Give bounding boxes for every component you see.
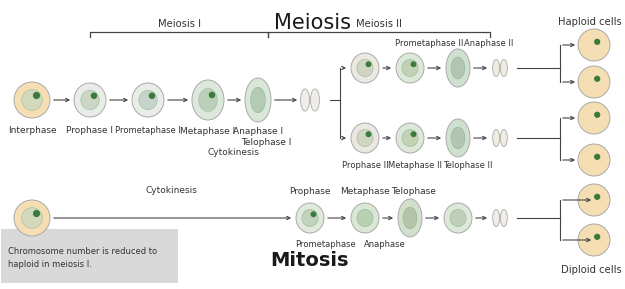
- Text: Prophase I: Prophase I: [66, 126, 114, 135]
- Ellipse shape: [351, 53, 379, 83]
- Text: Meiosis I: Meiosis I: [158, 19, 201, 29]
- Circle shape: [366, 62, 371, 66]
- Ellipse shape: [446, 119, 470, 157]
- Text: Telophase II: Telophase II: [443, 161, 493, 170]
- Ellipse shape: [192, 80, 224, 120]
- Text: Anaphase II: Anaphase II: [464, 39, 514, 48]
- Text: Haploid cells: Haploid cells: [558, 17, 622, 27]
- Ellipse shape: [578, 224, 610, 256]
- Ellipse shape: [357, 209, 373, 227]
- Ellipse shape: [446, 49, 470, 87]
- Text: Diploid cells: Diploid cells: [561, 265, 622, 275]
- Circle shape: [149, 93, 154, 98]
- Text: Anaphase: Anaphase: [364, 240, 406, 249]
- Text: Telophase: Telophase: [391, 187, 436, 196]
- Text: Meiosis: Meiosis: [274, 13, 351, 33]
- Ellipse shape: [578, 29, 610, 61]
- Ellipse shape: [398, 199, 422, 237]
- Ellipse shape: [396, 53, 424, 83]
- Ellipse shape: [501, 60, 508, 77]
- Ellipse shape: [357, 129, 373, 147]
- Ellipse shape: [578, 66, 610, 98]
- Ellipse shape: [578, 184, 610, 216]
- Ellipse shape: [351, 123, 379, 153]
- Text: Prometaphase I: Prometaphase I: [115, 126, 181, 135]
- Ellipse shape: [22, 90, 42, 110]
- Ellipse shape: [296, 203, 324, 233]
- Text: Prophase II: Prophase II: [342, 161, 388, 170]
- Ellipse shape: [357, 59, 373, 77]
- Ellipse shape: [81, 90, 99, 110]
- Ellipse shape: [444, 203, 472, 233]
- Text: Prometaphase II: Prometaphase II: [395, 39, 463, 48]
- Ellipse shape: [74, 83, 106, 117]
- Ellipse shape: [451, 57, 465, 79]
- Text: Prophase: Prophase: [289, 187, 331, 196]
- Text: Chromosome number is reduced to
haploid in meiosis I.: Chromosome number is reduced to haploid …: [8, 247, 157, 269]
- Circle shape: [311, 212, 316, 216]
- Text: Anaphase I: Anaphase I: [233, 127, 283, 136]
- Text: Telophase I: Telophase I: [241, 138, 291, 147]
- Ellipse shape: [14, 200, 50, 236]
- Ellipse shape: [492, 60, 499, 77]
- Ellipse shape: [451, 127, 465, 149]
- Ellipse shape: [351, 203, 379, 233]
- Text: Metaphase II: Metaphase II: [388, 161, 442, 170]
- Text: Cytokinesis: Cytokinesis: [145, 186, 197, 195]
- Ellipse shape: [492, 129, 499, 147]
- Circle shape: [595, 234, 599, 239]
- Circle shape: [411, 62, 416, 66]
- Circle shape: [595, 194, 599, 199]
- Ellipse shape: [301, 89, 309, 111]
- Ellipse shape: [501, 129, 508, 147]
- Ellipse shape: [402, 59, 418, 77]
- Ellipse shape: [245, 78, 271, 122]
- Circle shape: [91, 93, 96, 98]
- Circle shape: [411, 132, 416, 136]
- Circle shape: [34, 92, 39, 98]
- Circle shape: [595, 112, 599, 117]
- Text: Prometaphase: Prometaphase: [294, 240, 356, 249]
- Ellipse shape: [402, 129, 418, 147]
- Ellipse shape: [578, 144, 610, 176]
- Circle shape: [34, 211, 39, 216]
- Ellipse shape: [578, 102, 610, 134]
- Ellipse shape: [311, 89, 319, 111]
- Circle shape: [366, 132, 371, 136]
- FancyBboxPatch shape: [1, 229, 178, 283]
- Text: Metaphase I: Metaphase I: [181, 127, 236, 136]
- Ellipse shape: [403, 207, 417, 229]
- Ellipse shape: [396, 123, 424, 153]
- Ellipse shape: [199, 88, 217, 112]
- Ellipse shape: [251, 87, 266, 113]
- Text: Meiosis II: Meiosis II: [356, 19, 402, 29]
- Circle shape: [209, 92, 214, 98]
- Ellipse shape: [450, 209, 466, 227]
- Text: Cytokinesis: Cytokinesis: [207, 148, 259, 157]
- Circle shape: [595, 76, 599, 81]
- Ellipse shape: [22, 208, 42, 228]
- Ellipse shape: [501, 210, 508, 227]
- Ellipse shape: [492, 210, 499, 227]
- Text: Metaphase: Metaphase: [340, 187, 390, 196]
- Ellipse shape: [302, 209, 318, 227]
- Ellipse shape: [139, 90, 158, 110]
- Ellipse shape: [14, 82, 50, 118]
- Text: Interphase: Interphase: [8, 126, 56, 135]
- Circle shape: [595, 154, 599, 159]
- Ellipse shape: [132, 83, 164, 117]
- Circle shape: [595, 39, 599, 44]
- Text: Mitosis: Mitosis: [271, 251, 349, 270]
